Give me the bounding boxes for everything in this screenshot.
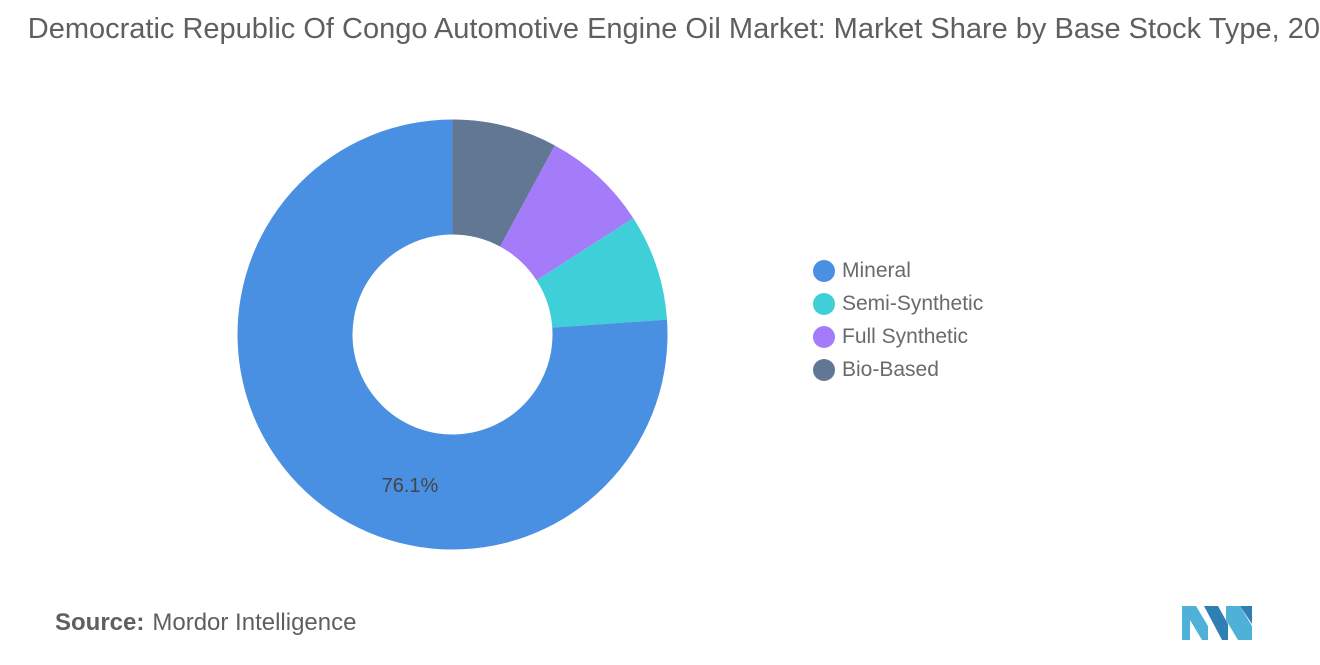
legend-item-mineral: Mineral (813, 254, 983, 287)
chart-title: Democratic Republic Of Congo Automotive … (27, 13, 1320, 45)
legend-item-bio-based: Bio-Based (813, 353, 983, 386)
legend-label-mineral: Mineral (842, 258, 911, 282)
source-label: Source: (55, 609, 145, 636)
source-value: Mordor Intelligence (152, 609, 357, 636)
legend-item-semi-synthetic: Semi-Synthetic (813, 287, 983, 320)
donut-chart: 76.1% (237, 119, 668, 550)
legend-label-bio-based: Bio-Based (842, 357, 939, 381)
legend-swatch-bio-based (813, 358, 835, 381)
legend-item-full-synthetic: Full Synthetic (813, 320, 983, 353)
source-note: Source: Mordor Intelligence (55, 609, 356, 637)
data-label-mineral: 76.1% (382, 475, 439, 497)
legend-swatch-semi-synthetic (813, 292, 835, 315)
legend-label-full-synthetic: Full Synthetic (842, 324, 969, 348)
slice-full-synthetic (500, 145, 634, 281)
legend-swatch-full-synthetic (813, 325, 835, 348)
legend-label-semi-synthetic: Semi-Synthetic (842, 291, 984, 315)
legend: Mineral Semi-Synthetic Full Synthetic Bio-B… (813, 254, 983, 386)
slice-bio-based (452, 119, 555, 247)
mordor-logo-icon (1182, 606, 1252, 640)
slice-mineral (237, 119, 668, 550)
legend-swatch-mineral (813, 259, 835, 282)
slice-semi-synthetic (536, 218, 667, 328)
